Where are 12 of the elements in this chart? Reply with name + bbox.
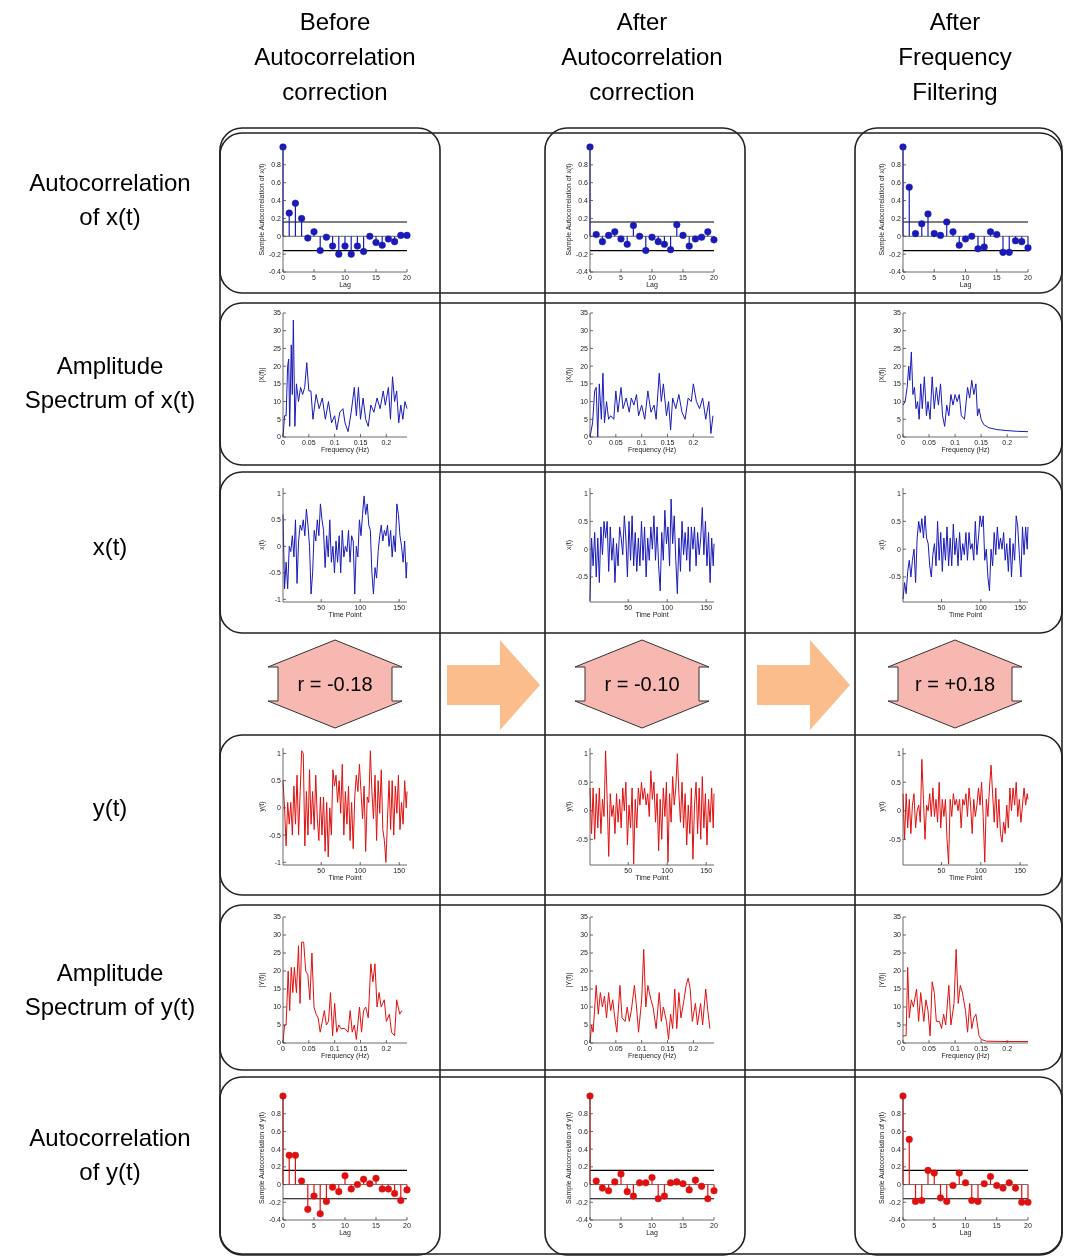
text: Amplitude Spectrum of y(t): [24, 959, 196, 1021]
text: After Autocorrelation correction: [561, 8, 723, 105]
text: r = -0.10: [604, 673, 680, 695]
text: y(t): [92, 794, 128, 822]
text: After Frequency Filtering: [898, 8, 1012, 105]
text: Autocorrelation of y(t): [29, 1124, 191, 1186]
text: r = -0.18: [297, 673, 373, 695]
text: r = +0.18: [914, 673, 996, 695]
text: Autocorrelation of x(t): [29, 169, 191, 231]
text: Amplitude Spectrum of x(t): [24, 352, 196, 414]
text: Before Autocorrelation correction: [254, 8, 416, 105]
text: x(t): [92, 533, 128, 561]
